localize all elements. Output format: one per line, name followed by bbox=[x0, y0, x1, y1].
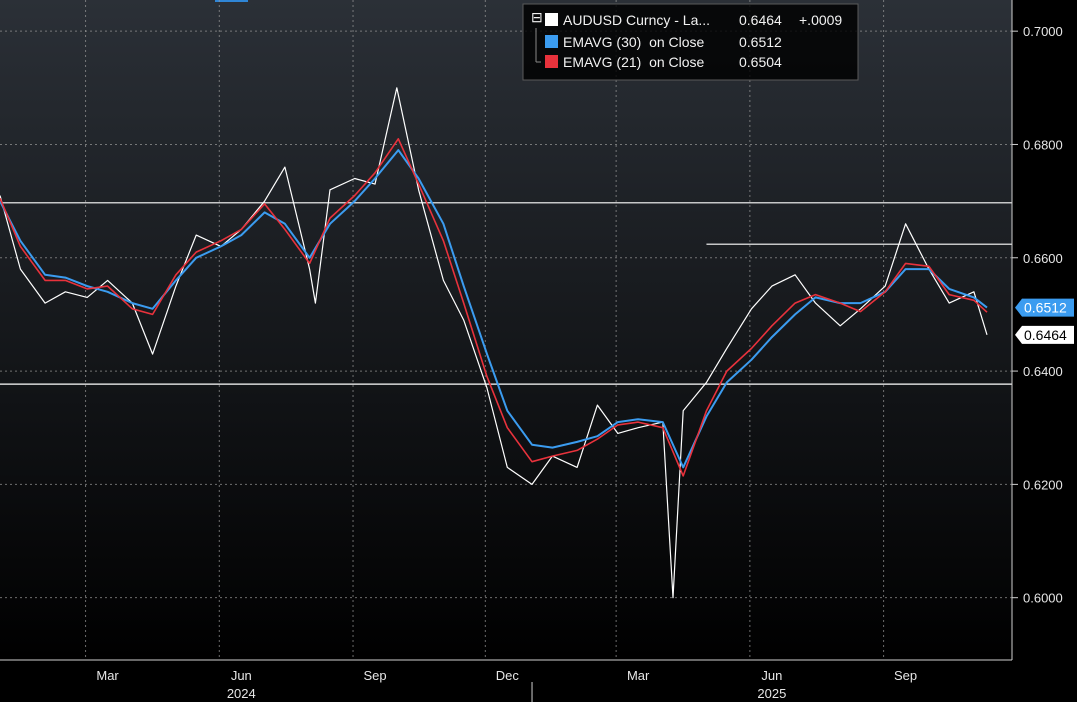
tag-shape bbox=[1015, 325, 1074, 344]
legend-label-audusd: AUDUSD Curncy - La... bbox=[563, 12, 710, 28]
legend-swatch-emavg21 bbox=[545, 55, 558, 68]
x-month-label: Mar bbox=[627, 668, 650, 683]
y-tick-label: 0.7000 bbox=[1023, 24, 1063, 39]
legend-value-emavg21: 0.6504 bbox=[739, 54, 782, 70]
legend-label-emavg21: EMAVG (21) on Close bbox=[563, 54, 705, 70]
last-value-tag: 0.6512 bbox=[1015, 298, 1074, 317]
x-month-label: Mar bbox=[96, 668, 119, 683]
price-line bbox=[0, 87, 988, 599]
x-month-label: Jun bbox=[231, 668, 252, 683]
y-tick-label: 0.6000 bbox=[1023, 591, 1063, 606]
y-tick-label: 0.6400 bbox=[1023, 364, 1063, 379]
plot-background bbox=[0, 0, 1012, 660]
axis-background bbox=[1012, 0, 1077, 702]
x-month-label: Sep bbox=[894, 668, 917, 683]
legend-collapse-icon[interactable]: ⊟ bbox=[531, 9, 543, 25]
x-year-label: 2024 bbox=[227, 686, 256, 701]
legend-swatch-audusd bbox=[545, 13, 558, 26]
legend-change-audusd: +.0009 bbox=[799, 12, 842, 28]
x-month-label: Jun bbox=[761, 668, 782, 683]
y-tick-label: 0.6200 bbox=[1023, 477, 1063, 492]
legend-label-emavg30: EMAVG (30) on Close bbox=[563, 34, 705, 50]
legend: ⊟ AUDUSD Curncy - La... 0.6464 +.0009 EM… bbox=[522, 3, 859, 81]
time-axis-background bbox=[0, 660, 1012, 702]
legend-value-audusd: 0.6464 bbox=[739, 12, 782, 28]
y-tick-label: 0.6600 bbox=[1023, 251, 1063, 266]
tag-label: 0.6512 bbox=[1024, 300, 1067, 316]
y-tick-label: 0.6800 bbox=[1023, 137, 1063, 152]
legend-value-emavg30: 0.6512 bbox=[739, 34, 782, 50]
ema21-line bbox=[0, 138, 988, 477]
legend-box bbox=[522, 3, 859, 81]
x-month-label: Dec bbox=[496, 668, 520, 683]
tag-label: 0.6464 bbox=[1024, 327, 1067, 343]
tag-shape bbox=[1015, 298, 1074, 317]
x-year-label: 2025 bbox=[757, 686, 786, 701]
last-value-tag: 0.6464 bbox=[1015, 325, 1074, 344]
x-month-label: Sep bbox=[363, 668, 386, 683]
legend-swatch-emavg30 bbox=[545, 35, 558, 48]
